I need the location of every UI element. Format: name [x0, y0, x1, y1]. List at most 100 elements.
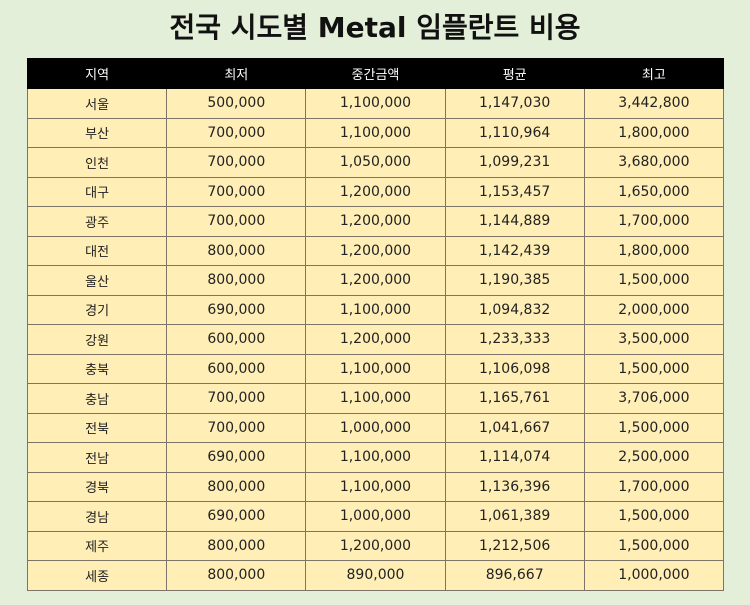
- median-cell: 1,200,000: [305, 265, 446, 296]
- average-cell: 1,110,964: [444, 117, 585, 148]
- column-header-max: 최고: [583, 58, 725, 89]
- min-cell: 690,000: [166, 501, 307, 532]
- average-cell: 1,114,074: [444, 442, 585, 473]
- max-cell: 1,700,000: [583, 206, 725, 237]
- average-cell: 1,147,030: [444, 88, 585, 119]
- average-cell: 1,136,396: [444, 471, 585, 502]
- min-cell: 600,000: [166, 324, 307, 355]
- median-cell: 1,200,000: [305, 530, 446, 561]
- region-cell: 세종: [26, 560, 168, 591]
- table-row: 인천 700,000 1,050,000 1,099,231 3,680,000: [26, 147, 725, 178]
- region-cell: 충남: [26, 383, 168, 414]
- region-cell: 부산: [26, 117, 168, 148]
- table-row: 강원 600,000 1,200,000 1,233,333 3,500,000: [26, 324, 725, 355]
- min-cell: 690,000: [166, 442, 307, 473]
- max-cell: 1,500,000: [583, 412, 725, 443]
- median-cell: 1,050,000: [305, 147, 446, 178]
- average-cell: 1,106,098: [444, 353, 585, 384]
- region-cell: 광주: [26, 206, 168, 237]
- max-cell: 2,000,000: [583, 294, 725, 325]
- median-cell: 1,200,000: [305, 206, 446, 237]
- region-cell: 서울: [26, 88, 168, 119]
- average-cell: 1,061,389: [444, 501, 585, 532]
- min-cell: 700,000: [166, 206, 307, 237]
- average-cell: 1,142,439: [444, 235, 585, 266]
- min-cell: 700,000: [166, 176, 307, 207]
- max-cell: 1,500,000: [583, 501, 725, 532]
- median-cell: 1,000,000: [305, 412, 446, 443]
- column-header-min: 최저: [166, 58, 307, 89]
- max-cell: 1,500,000: [583, 353, 725, 384]
- min-cell: 700,000: [166, 147, 307, 178]
- average-cell: 1,041,667: [444, 412, 585, 443]
- region-cell: 울산: [26, 265, 168, 296]
- max-cell: 2,500,000: [583, 442, 725, 473]
- median-cell: 1,100,000: [305, 294, 446, 325]
- region-cell: 경남: [26, 501, 168, 532]
- min-cell: 800,000: [166, 560, 307, 591]
- max-cell: 3,500,000: [583, 324, 725, 355]
- average-cell: 1,099,231: [444, 147, 585, 178]
- table-header-row: 지역 최저 중간금액 평균 최고: [26, 58, 725, 89]
- column-header-average: 평균: [444, 58, 585, 89]
- median-cell: 890,000: [305, 560, 446, 591]
- max-cell: 3,442,800: [583, 88, 725, 119]
- median-cell: 1,100,000: [305, 383, 446, 414]
- average-cell: 1,153,457: [444, 176, 585, 207]
- column-header-median: 중간금액: [305, 58, 446, 89]
- median-cell: 1,200,000: [305, 176, 446, 207]
- table-row: 경기 690,000 1,100,000 1,094,832 2,000,000: [26, 294, 725, 325]
- max-cell: 1,000,000: [583, 560, 725, 591]
- table-row: 서울 500,000 1,100,000 1,147,030 3,442,800: [26, 88, 725, 119]
- region-cell: 인천: [26, 147, 168, 178]
- median-cell: 1,100,000: [305, 88, 446, 119]
- table-row: 충남 700,000 1,100,000 1,165,761 3,706,000: [26, 383, 725, 414]
- average-cell: 1,190,385: [444, 265, 585, 296]
- median-cell: 1,200,000: [305, 324, 446, 355]
- min-cell: 800,000: [166, 530, 307, 561]
- median-cell: 1,100,000: [305, 353, 446, 384]
- median-cell: 1,100,000: [305, 117, 446, 148]
- region-cell: 경북: [26, 471, 168, 502]
- max-cell: 1,500,000: [583, 265, 725, 296]
- median-cell: 1,100,000: [305, 442, 446, 473]
- region-cell: 제주: [26, 530, 168, 561]
- table-row: 부산 700,000 1,100,000 1,110,964 1,800,000: [26, 117, 725, 148]
- average-cell: 1,144,889: [444, 206, 585, 237]
- average-cell: 1,165,761: [444, 383, 585, 414]
- max-cell: 1,500,000: [583, 530, 725, 561]
- page-title: 전국 시도별 Metal 임플란트 비용: [169, 11, 581, 44]
- region-cell: 전남: [26, 442, 168, 473]
- table-row: 세종 800,000 890,000 896,667 1,000,000: [26, 560, 725, 591]
- median-cell: 1,000,000: [305, 501, 446, 532]
- table-row: 대구 700,000 1,200,000 1,153,457 1,650,000: [26, 176, 725, 207]
- max-cell: 3,706,000: [583, 383, 725, 414]
- table-row: 대전 800,000 1,200,000 1,142,439 1,800,000: [26, 235, 725, 266]
- min-cell: 800,000: [166, 471, 307, 502]
- max-cell: 3,680,000: [583, 147, 725, 178]
- average-cell: 1,233,333: [444, 324, 585, 355]
- implant-cost-table: 지역 최저 중간금액 평균 최고 서울 500,000 1,100,000 1,147…: [26, 58, 725, 591]
- table-row: 울산 800,000 1,200,000 1,190,385 1,500,000: [26, 265, 725, 296]
- region-cell: 경기: [26, 294, 168, 325]
- region-cell: 충북: [26, 353, 168, 384]
- median-cell: 1,200,000: [305, 235, 446, 266]
- min-cell: 600,000: [166, 353, 307, 384]
- min-cell: 690,000: [166, 294, 307, 325]
- max-cell: 1,700,000: [583, 471, 725, 502]
- region-cell: 대구: [26, 176, 168, 207]
- max-cell: 1,800,000: [583, 235, 725, 266]
- min-cell: 700,000: [166, 412, 307, 443]
- region-cell: 전북: [26, 412, 168, 443]
- average-cell: 1,094,832: [444, 294, 585, 325]
- table-row: 광주 700,000 1,200,000 1,144,889 1,700,000: [26, 206, 725, 237]
- region-cell: 대전: [26, 235, 168, 266]
- average-cell: 896,667: [444, 560, 585, 591]
- column-header-region: 지역: [26, 58, 168, 89]
- table-row: 전북 700,000 1,000,000 1,041,667 1,500,000: [26, 412, 725, 443]
- min-cell: 700,000: [166, 117, 307, 148]
- average-cell: 1,212,506: [444, 530, 585, 561]
- min-cell: 700,000: [166, 383, 307, 414]
- median-cell: 1,100,000: [305, 471, 446, 502]
- max-cell: 1,800,000: [583, 117, 725, 148]
